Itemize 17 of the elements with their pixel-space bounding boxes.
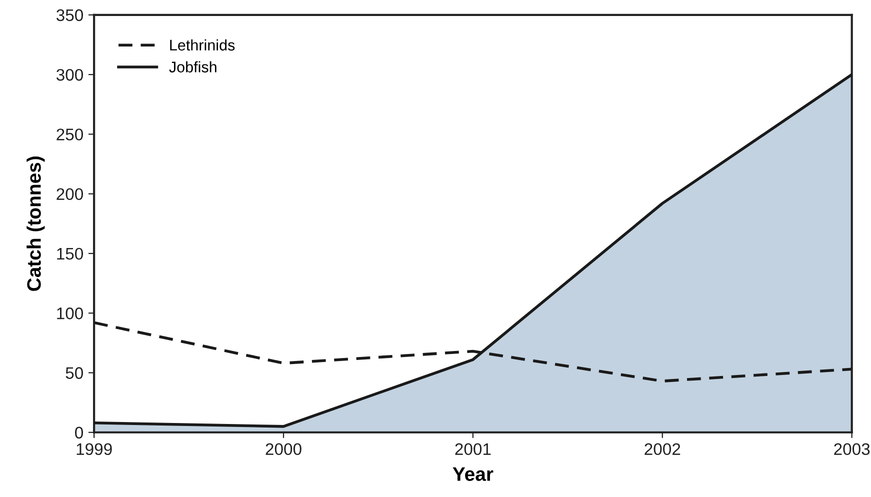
- y-axis-title: Catch (tonnes): [26, 156, 45, 291]
- x-axis-title: Year: [452, 467, 494, 481]
- y-tick-label: 300: [56, 68, 83, 81]
- legend-label: Jobfish: [169, 61, 216, 72]
- y-tick-label: 0: [75, 426, 83, 439]
- x-tick-label: 1999: [76, 443, 112, 456]
- x-tick-label: 2000: [266, 443, 302, 456]
- x-tick-label: 2003: [834, 443, 870, 456]
- y-tick-label: 250: [56, 128, 83, 140]
- x-tick-label: 2002: [644, 443, 680, 456]
- y-tick-label: 150: [57, 248, 83, 260]
- y-tick-label: 50: [66, 367, 83, 379]
- x-tick-label: 2001: [455, 443, 491, 456]
- legend-label: Lethrinids: [170, 39, 235, 51]
- y-tick-label: 200: [56, 188, 83, 200]
- y-tick-label: 100: [57, 308, 83, 320]
- y-tick-label: 350: [56, 9, 83, 22]
